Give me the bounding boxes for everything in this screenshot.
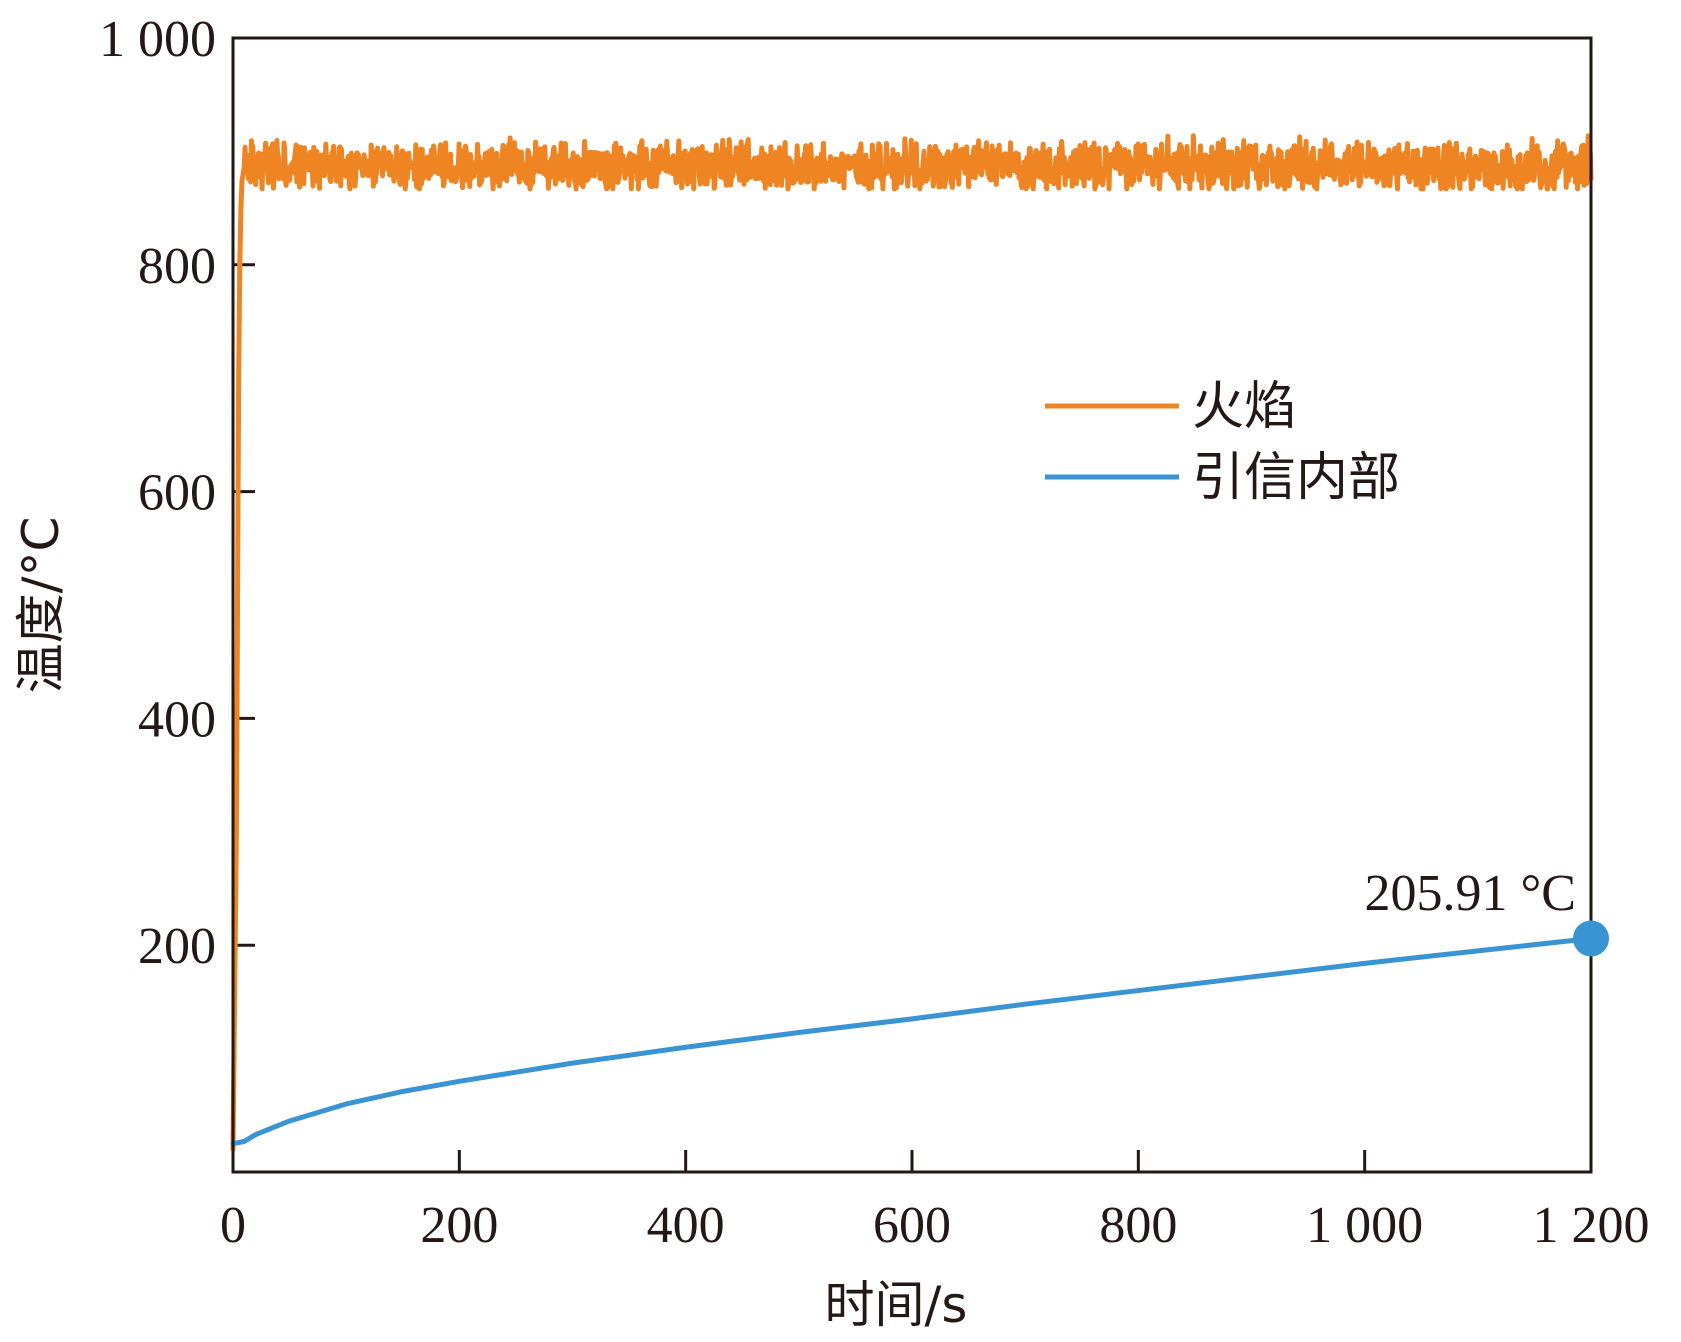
x-tick-label: 1 200 <box>1533 1197 1650 1254</box>
y-tick-label: 1 000 <box>99 11 216 68</box>
flame-series-line <box>230 133 1594 1152</box>
y-tick-label: 600 <box>138 465 216 522</box>
x-tick-label: 800 <box>1099 1197 1177 1254</box>
legend-label-fuze-interior: 引信内部 <box>1192 448 1400 508</box>
fuze-interior-series-line <box>230 936 1594 1147</box>
x-tick-label: 600 <box>873 1197 951 1254</box>
x-axis-title: 时间/s <box>825 1276 968 1334</box>
x-tick-label: 0 <box>220 1197 246 1254</box>
y-tick-label: 800 <box>138 238 216 295</box>
y-tick-label: 200 <box>138 918 216 975</box>
x-tick-label: 1 000 <box>1306 1197 1423 1254</box>
y-axis-title: 温度/°C <box>12 517 70 694</box>
plot-frame <box>231 36 1593 1174</box>
x-tick-label: 200 <box>420 1197 498 1254</box>
legend-label-flame: 火焰 <box>1192 377 1296 437</box>
x-tick-label: 400 <box>647 1197 725 1254</box>
series-lines <box>230 133 1594 1152</box>
end-value-annotation: 205.91 °C <box>1365 865 1576 922</box>
end-point-marker <box>1573 920 1609 957</box>
legend: 火焰 引信内部 <box>1045 377 1400 508</box>
y-tick-label: 400 <box>138 691 216 748</box>
axis-ticks: 0 200 400 600 800 1 000 1 200 200 400 600 800 1 000 <box>99 11 1650 1254</box>
